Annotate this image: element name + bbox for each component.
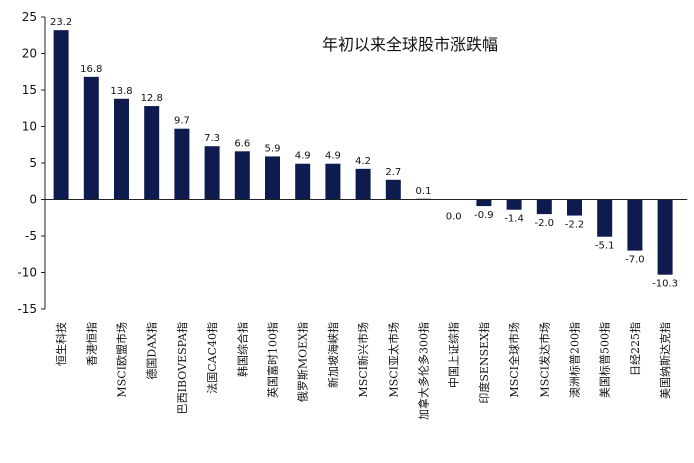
y-tick-label: -15 bbox=[17, 302, 37, 316]
x-category-label: 巴西IBOVESPA指 bbox=[175, 322, 189, 414]
bar-value-label: 9.7 bbox=[174, 116, 190, 127]
value-labels-group: 23.2 16.8 13.8 12.8 9.7 7.3 6.6 5.9 4.9 4.9 4.2 2.7… bbox=[50, 17, 678, 290]
bar-value-label: 6.6 bbox=[234, 138, 250, 149]
bar-value-label: 0.1 bbox=[416, 186, 432, 197]
bar bbox=[114, 98, 129, 200]
bar bbox=[204, 146, 220, 200]
bar-value-label: -5.1 bbox=[595, 241, 615, 252]
bar-value-label: 7.3 bbox=[204, 133, 220, 144]
bars-group bbox=[53, 30, 673, 275]
x-category-label: 俄罗斯MOEX指 bbox=[296, 322, 310, 402]
y-tick-label: 15 bbox=[22, 83, 37, 97]
bar-value-label: -1.4 bbox=[504, 214, 524, 225]
x-category-label: MSCI欧盟市场 bbox=[115, 322, 129, 398]
bar bbox=[83, 76, 99, 200]
bar-value-label: 4.2 bbox=[355, 156, 371, 167]
bar bbox=[567, 199, 582, 216]
bar bbox=[536, 199, 552, 215]
bar bbox=[234, 151, 250, 200]
bar bbox=[53, 30, 69, 200]
bar-value-label: 0.0 bbox=[446, 212, 462, 223]
x-category-label: 中国上证综指 bbox=[447, 322, 461, 388]
bar bbox=[265, 156, 280, 200]
bar bbox=[385, 179, 401, 200]
x-category-label: 英国富时100指 bbox=[266, 322, 280, 398]
bar-value-label: 2.7 bbox=[385, 167, 401, 178]
bar-value-label: 13.8 bbox=[110, 86, 132, 97]
category-labels-group: 恒生科技 香港恒指 MSCI欧盟市场 德国DAX指 巴西IBOVESPA指 法国CAC40… bbox=[54, 322, 672, 420]
bar-value-label: 5.9 bbox=[265, 143, 281, 154]
x-category-label: 新加坡海峡指 bbox=[326, 322, 340, 388]
bar bbox=[355, 168, 371, 200]
bar-value-label: 12.8 bbox=[141, 93, 163, 104]
x-category-label: MSCI发达市场 bbox=[537, 322, 551, 398]
bar-value-label: 4.9 bbox=[325, 151, 341, 162]
x-category-label: 美国标普500指 bbox=[598, 322, 612, 398]
y-tick-label: 25 bbox=[22, 10, 37, 24]
x-category-label: 澳洲标普200指 bbox=[568, 322, 582, 398]
y-tick-label: 0 bbox=[29, 193, 37, 207]
x-category-label: 美国纳斯达克指 bbox=[658, 322, 672, 399]
x-category-label: 香港恒指 bbox=[84, 322, 98, 366]
x-category-label: 印度SENSEX指 bbox=[477, 322, 491, 404]
bar bbox=[627, 199, 643, 251]
bar-value-label: -2.0 bbox=[535, 218, 555, 229]
x-category-label: MSCI全球市场 bbox=[507, 322, 521, 398]
bar bbox=[174, 128, 190, 200]
x-category-label: MSCI新兴市场 bbox=[356, 322, 370, 398]
bar bbox=[325, 163, 341, 200]
y-tick-label: 10 bbox=[22, 120, 37, 134]
bar-value-label: 16.8 bbox=[80, 64, 102, 75]
bar-value-label: -0.9 bbox=[474, 210, 494, 221]
bar bbox=[144, 106, 160, 200]
y-tick-label: -5 bbox=[25, 229, 37, 243]
bar-value-label: 4.9 bbox=[295, 151, 311, 162]
y-tick-label: 5 bbox=[29, 156, 37, 170]
x-category-label: MSCI亚太市场 bbox=[386, 322, 400, 398]
bar bbox=[295, 163, 311, 200]
x-category-label: 法国CAC40指 bbox=[205, 322, 219, 394]
x-category-label: 韩国综合指 bbox=[235, 322, 249, 377]
bar bbox=[506, 199, 522, 210]
bar-value-label: -2.2 bbox=[565, 220, 585, 231]
x-category-label: 日经225指 bbox=[628, 322, 642, 376]
x-category-label: 恒生科技 bbox=[54, 322, 68, 366]
chart-title: 年初以来全球股市涨跌幅 bbox=[322, 35, 498, 54]
x-category-label: 加拿大多伦多300指 bbox=[417, 322, 431, 420]
y-axis: -15 -10 -5 0 5 10 15 20 25 bbox=[17, 10, 46, 316]
bar bbox=[597, 199, 613, 237]
y-tick-label: -10 bbox=[17, 266, 37, 280]
bar-value-label: -10.3 bbox=[652, 279, 678, 290]
bar-value-label: -7.0 bbox=[625, 255, 645, 266]
x-category-label: 德国DAX指 bbox=[145, 322, 159, 380]
bar bbox=[657, 199, 673, 275]
y-tick-label: 20 bbox=[22, 47, 37, 61]
bar bbox=[476, 199, 492, 207]
bar-value-label: 23.2 bbox=[50, 17, 72, 28]
